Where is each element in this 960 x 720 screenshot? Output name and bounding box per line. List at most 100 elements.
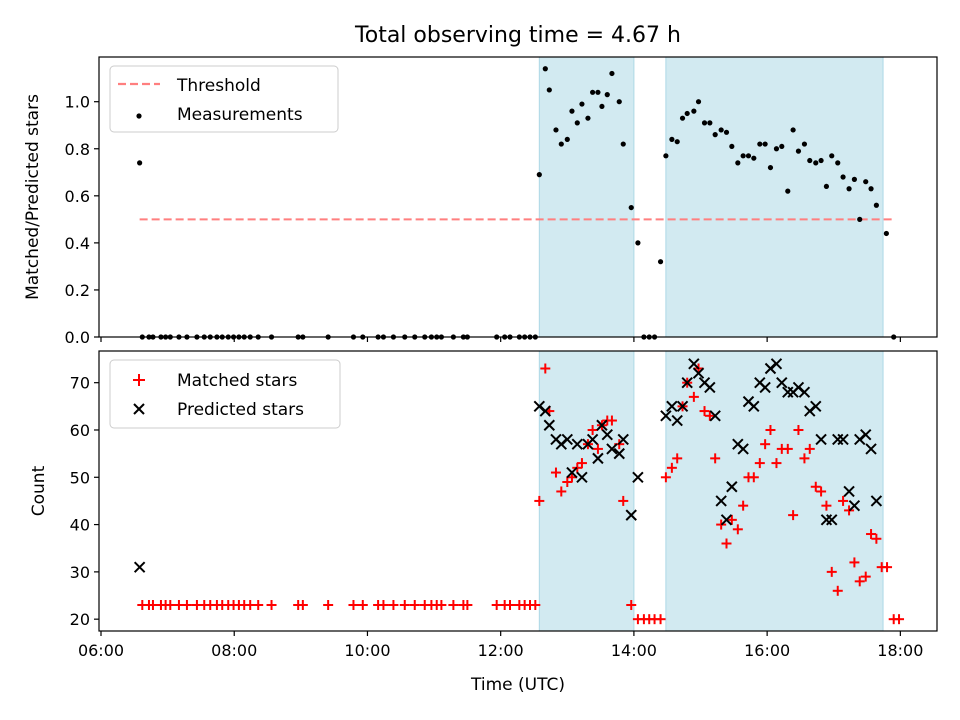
predicted-star-marker: [770, 358, 783, 370]
predicted-star-marker: [848, 499, 861, 512]
marker-stroke: [601, 429, 613, 441]
predicted-star-marker: [715, 495, 727, 507]
predicted-star-marker: [617, 433, 629, 446]
measurement-point: [785, 188, 791, 194]
predicted-star-marker: [592, 452, 604, 465]
predicted-star-marker: [737, 443, 749, 455]
matched-stars-legend-swatch: [133, 374, 145, 386]
matched-star-marker: [860, 571, 871, 582]
measurement-point: [751, 155, 757, 161]
predicted-star-marker: [688, 358, 700, 370]
marker-stroke: [704, 381, 716, 394]
y-tick-label: 70: [70, 374, 90, 393]
measurement-point: [590, 89, 596, 95]
measurement-point: [674, 139, 680, 145]
predicted-star-marker: [826, 514, 838, 526]
predicted-star-marker: [748, 400, 760, 413]
measurement-point: [564, 136, 570, 142]
marker-stroke: [613, 447, 625, 460]
top-y-axis-label: Matched/Predicted stars: [23, 94, 43, 300]
matched-star-marker: [626, 599, 637, 610]
measurement-point: [616, 99, 622, 105]
matched-star-marker: [754, 458, 765, 469]
predicted-star-marker: [870, 495, 883, 507]
predicted-star-marker: [810, 400, 822, 413]
measurement-point: [829, 153, 835, 159]
measurements-legend-label: Measurements: [177, 105, 303, 125]
matched-star-marker: [838, 495, 849, 506]
matched-star-marker: [699, 406, 710, 417]
predicted-star-marker: [720, 514, 733, 526]
y-tick-label: 30: [70, 563, 90, 582]
measurement-point: [851, 176, 857, 182]
measurement-point: [569, 108, 575, 114]
marker-stroke: [692, 367, 705, 379]
marker-stroke: [543, 419, 556, 431]
measurements-legend-swatch: [136, 113, 142, 119]
predicted-stars-legend-label: Predicted stars: [177, 400, 304, 420]
matched-star-marker: [760, 439, 771, 450]
measurement-point: [857, 216, 863, 222]
measurement-point: [536, 172, 542, 178]
measurement-point: [663, 153, 669, 159]
marker-stroke: [606, 443, 618, 455]
matched-star-marker: [576, 458, 587, 469]
measurement-point: [628, 204, 634, 211]
measurement-point: [745, 153, 752, 159]
predicted-star-marker: [815, 433, 827, 446]
bottom-x-ticks: 06:00 08:00 10:00 12:00 14:00 16:00 18:00: [78, 631, 923, 660]
predicted-star-marker: [726, 481, 738, 493]
matched-star-marker: [716, 519, 727, 530]
bottom-y-ticks: 20 30 40 50 60 70: [70, 374, 99, 629]
marker-stroke: [698, 376, 711, 389]
matched-star-marker: [826, 566, 837, 577]
y-tick-label: 1.0: [65, 93, 90, 112]
matched-star-marker: [688, 391, 699, 402]
matched-star-marker: [765, 424, 776, 435]
marker-stroke: [860, 429, 872, 441]
marker-stroke: [617, 433, 629, 446]
measurement-point: [823, 183, 830, 190]
y-tick-label: 60: [70, 421, 90, 440]
matched-star-marker: [738, 500, 749, 511]
top-axes-frame: [98, 56, 938, 338]
measurement-point: [873, 202, 879, 208]
matched-star-marker: [378, 599, 389, 610]
measurement-point: [729, 143, 735, 150]
x-tick-label: 16:00: [744, 641, 790, 660]
predicted-star-marker: [666, 400, 678, 413]
matched-star-marker: [323, 599, 334, 610]
measurement-point: [574, 120, 580, 126]
measurement-point: [762, 141, 768, 147]
matched-star-marker: [266, 599, 277, 610]
marker-stroke: [561, 433, 574, 446]
measurement-point: [790, 127, 796, 133]
y-tick-label: 0.8: [65, 140, 90, 159]
measurement-point: [579, 101, 585, 107]
measurement-point: [595, 89, 601, 95]
measurement-point: [707, 120, 713, 126]
matched-star-marker: [436, 599, 447, 610]
matched-star-marker: [448, 599, 459, 610]
matched-star-marker: [810, 481, 821, 492]
marker-stroke: [826, 514, 838, 526]
predicted-star-marker: [676, 400, 689, 413]
marker-stroke: [709, 410, 721, 422]
measurement-point: [718, 127, 724, 133]
matched-star-marker: [587, 424, 598, 435]
predicted-star-marker: [709, 410, 721, 422]
matched-star-marker: [348, 599, 359, 610]
matched-star-marker: [849, 557, 860, 568]
predicted-stars-legend-swatch: [133, 403, 145, 415]
bottom-axes-frame: [98, 350, 938, 632]
marker-stroke: [865, 443, 877, 455]
shaded-interval: [538, 350, 635, 632]
marker-stroke: [533, 400, 546, 413]
y-tick-label: 0.2: [65, 281, 90, 300]
predicted-star-marker: [798, 386, 811, 398]
matched-star-marker: [530, 599, 541, 610]
marker-stroke: [843, 485, 855, 498]
marker-stroke: [539, 405, 552, 417]
predicted-star-marker: [843, 485, 855, 498]
